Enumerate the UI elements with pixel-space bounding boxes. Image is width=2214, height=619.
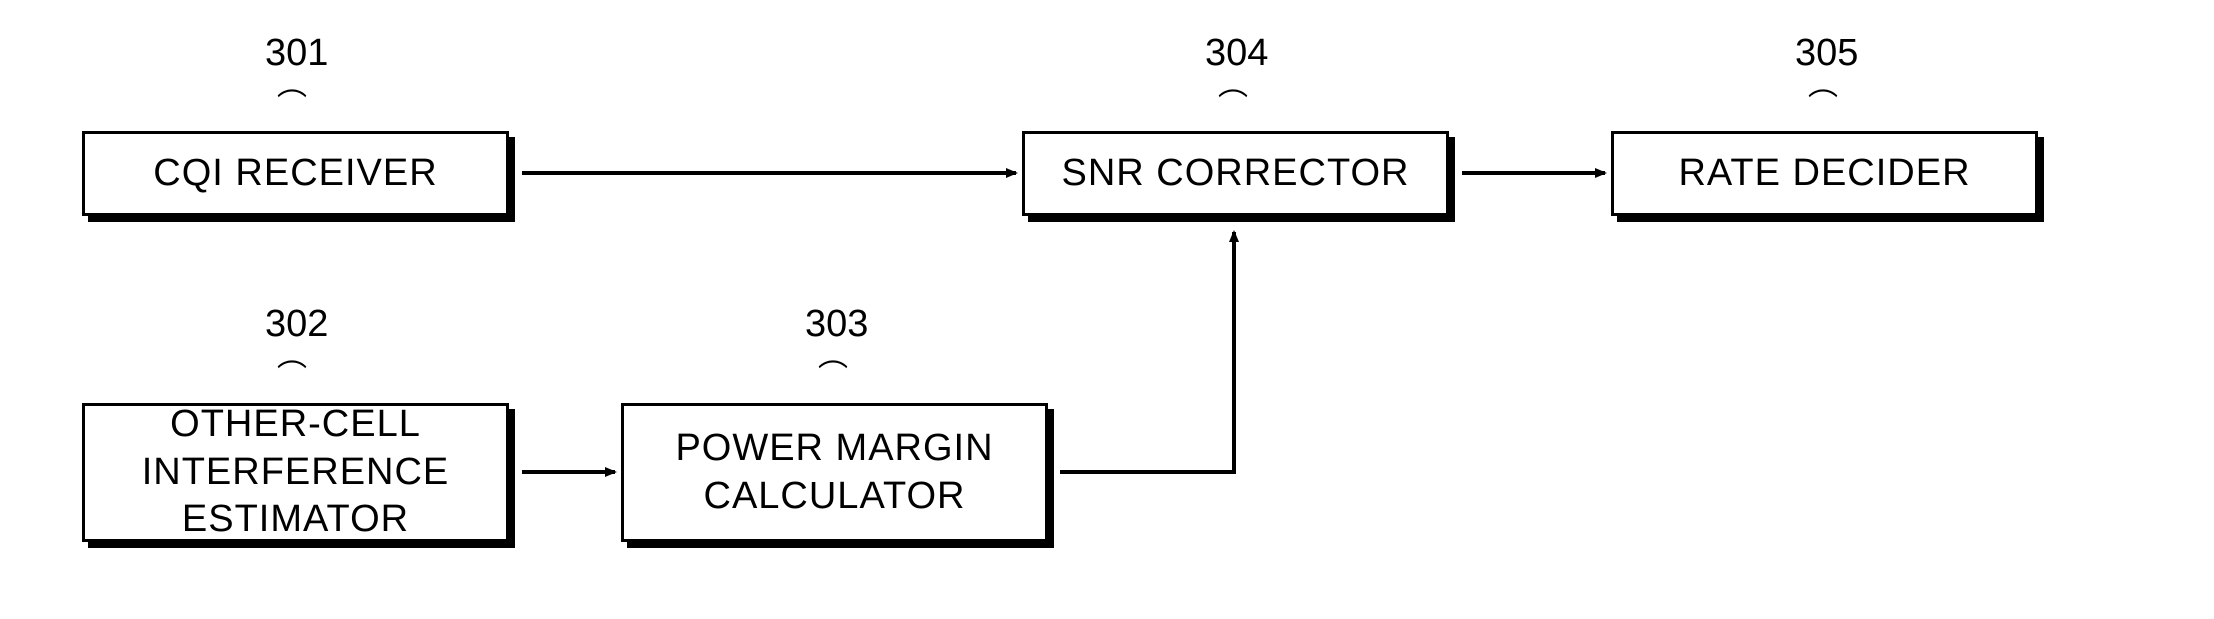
ref-303: 303 — [805, 303, 868, 346]
block-power-margin-calculator: POWER MARGIN CALCULATOR — [621, 403, 1048, 542]
block-other-cell-interference-estimator: OTHER-CELL INTERFERENCE ESTIMATOR — [82, 403, 509, 542]
ref-302: 302 — [265, 303, 328, 346]
tick-301: ⌒ — [277, 80, 307, 124]
label-power-margin-calculator: POWER MARGIN CALCULATOR — [675, 425, 993, 520]
tick-302: ⌒ — [277, 351, 307, 395]
ref-305: 305 — [1795, 32, 1858, 75]
block-snr-corrector: SNR CORRECTOR — [1022, 131, 1449, 216]
tick-303: ⌒ — [818, 351, 848, 395]
label-cqi-receiver: CQI RECEIVER — [153, 150, 437, 198]
block-cqi-receiver: CQI RECEIVER — [82, 131, 509, 216]
ref-301: 301 — [265, 32, 328, 75]
label-other-cell-interference-estimator: OTHER-CELL INTERFERENCE ESTIMATOR — [85, 401, 506, 544]
block-rate-decider: RATE DECIDER — [1611, 131, 2038, 216]
tick-304: ⌒ — [1218, 80, 1248, 124]
label-snr-corrector: SNR CORRECTOR — [1062, 150, 1410, 198]
label-rate-decider: RATE DECIDER — [1678, 150, 1970, 198]
tick-305: ⌒ — [1808, 80, 1838, 124]
ref-304: 304 — [1205, 32, 1268, 75]
edge-powermargin-to-snr — [1060, 232, 1234, 472]
